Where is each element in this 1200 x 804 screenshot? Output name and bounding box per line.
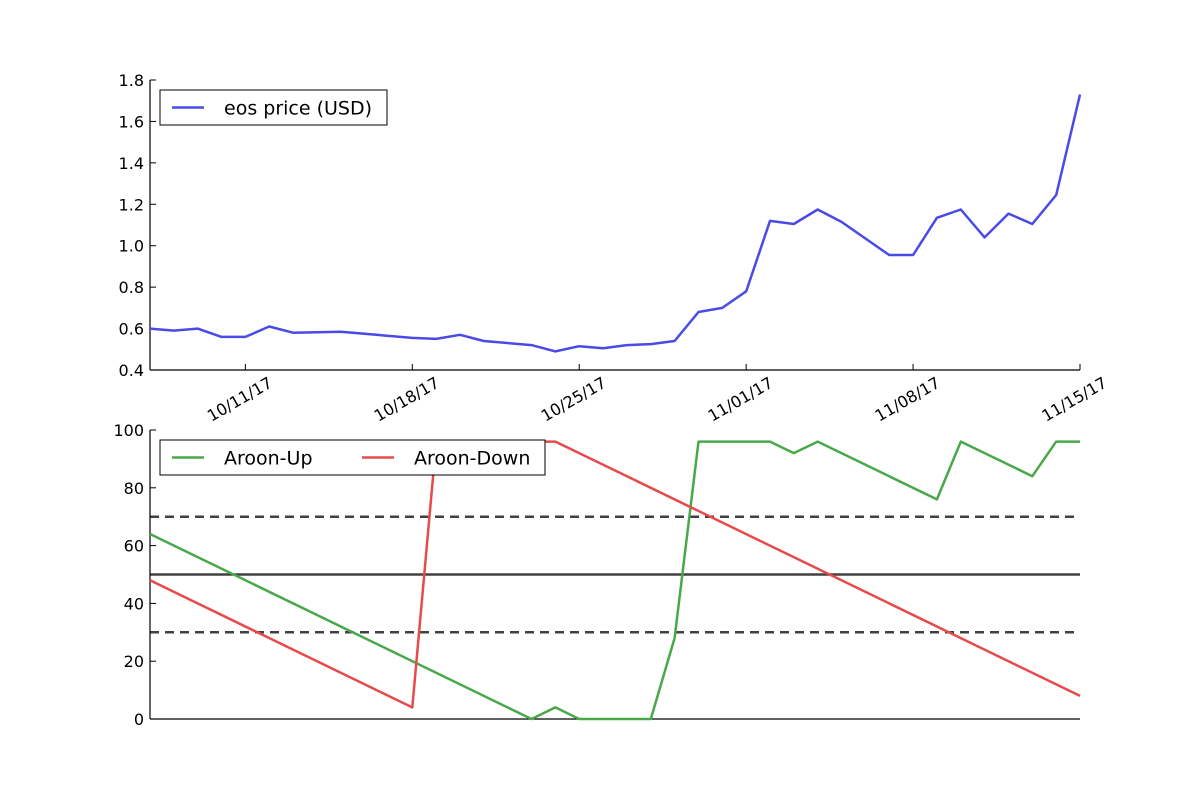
y-tick-label: 1.6 [119, 112, 144, 131]
price-panel: 0.4 0.6 0.8 1.0 1.2 1.4 1.6 1.8 10/11/17 10/18/17… [119, 71, 1111, 425]
y-tick-label: 1.2 [119, 195, 144, 214]
series-line-eos-price-usd [149, 94, 1082, 353]
y-tick-label: 0.8 [119, 278, 144, 297]
legend-label: Aroon-Up [224, 448, 313, 470]
y-tick-label: 0.4 [119, 361, 144, 380]
x-tick-label: 10/18/17 [371, 373, 443, 425]
series-line-aroon-up [149, 440, 1080, 721]
y-tick-label: 80 [124, 479, 144, 498]
y-tick-label: 0.6 [119, 320, 144, 339]
y-tick-label: 100 [113, 421, 144, 440]
y-tick-label: 1.4 [119, 154, 144, 173]
y-tick-label: 1.0 [119, 237, 144, 256]
x-tick-label: 11/15/17 [1039, 373, 1111, 425]
legend-label: Aroon-Down [414, 448, 530, 470]
x-tick-label: 10/25/17 [538, 373, 610, 425]
aroon-panel: 0 20 40 60 80 100 Aroon-Up Aroon-Down [113, 421, 1081, 729]
y-tick-label: 20 [124, 652, 144, 671]
x-tick-label: 11/01/17 [705, 373, 777, 425]
legend-box [159, 439, 546, 476]
x-tick-label: 11/08/17 [872, 373, 944, 425]
y-tick-label: 40 [124, 594, 144, 613]
y-tick-label: 1.8 [119, 71, 144, 90]
y-tick-label: 0 [134, 710, 144, 729]
legend-label: eos price (USD) [224, 98, 372, 120]
y-tick-label: 60 [124, 537, 144, 556]
x-tick-label: 10/11/17 [204, 373, 276, 425]
